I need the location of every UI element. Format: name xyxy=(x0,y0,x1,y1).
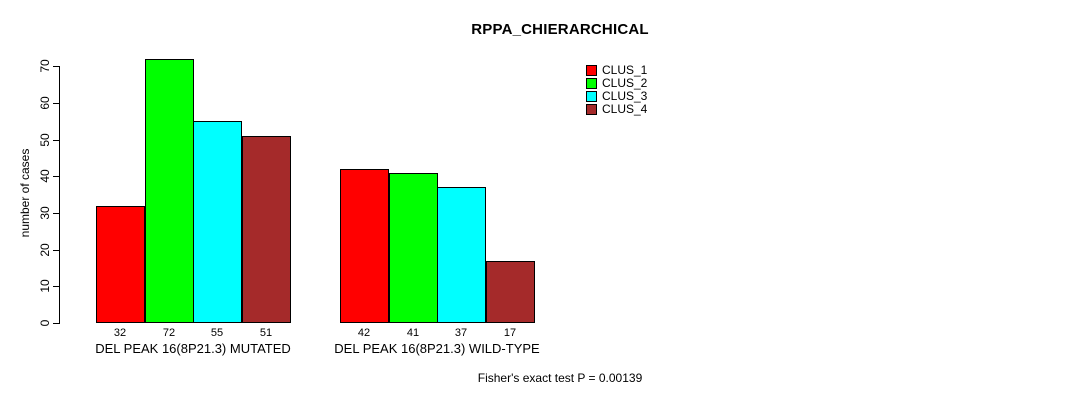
bar-value-label: 51 xyxy=(259,327,273,339)
legend-item: CLUS_2 xyxy=(586,77,647,90)
bar-clus_3-group1 xyxy=(193,121,242,323)
bar-value-label: 32 xyxy=(113,327,127,339)
bar-value-label: 17 xyxy=(503,327,517,339)
bar-clus_1-group2 xyxy=(340,169,389,323)
y-axis-tick-label: 30 xyxy=(38,206,52,220)
legend-item-label: CLUS_2 xyxy=(602,76,648,90)
y-axis-tick-label: 40 xyxy=(38,169,52,183)
legend: CLUS_1 CLUS_2 CLUS_3 CLUS_4 xyxy=(586,64,647,116)
y-axis-tick-label: 0 xyxy=(38,319,52,327)
legend-item: CLUS_1 xyxy=(586,64,647,77)
legend-item: CLUS_3 xyxy=(586,90,647,103)
y-axis-tick xyxy=(53,323,60,324)
bar-clus_4-group2 xyxy=(486,261,535,323)
chart-title: RPPA_CHIERARCHICAL xyxy=(471,21,649,38)
y-axis-tick xyxy=(53,250,60,251)
y-axis-tick-label: 60 xyxy=(38,96,52,110)
y-axis-tick xyxy=(53,140,60,141)
bar-value-label: 41 xyxy=(406,327,420,339)
bar-clus_2-group1 xyxy=(145,59,194,323)
legend-item-label: CLUS_1 xyxy=(602,63,648,77)
y-axis-line xyxy=(59,66,60,324)
legend-swatch xyxy=(586,65,597,76)
x-axis-group-label: DEL PEAK 16(8P21.3) WILD-TYPE xyxy=(334,341,540,356)
bar-value-label: 55 xyxy=(210,327,224,339)
x-axis-group-label: DEL PEAK 16(8P21.3) MUTATED xyxy=(95,341,291,356)
legend-swatch xyxy=(586,78,597,89)
y-axis-tick xyxy=(53,103,60,104)
legend-item-label: CLUS_4 xyxy=(602,102,648,116)
legend-item-label: CLUS_3 xyxy=(602,89,648,103)
bar-clus_2-group2 xyxy=(389,173,438,323)
footnote: Fisher's exact test P = 0.00139 xyxy=(477,371,643,385)
y-axis-title: number of cases xyxy=(18,148,32,238)
y-axis-tick-label: 20 xyxy=(38,243,52,257)
bar-value-label: 42 xyxy=(357,327,371,339)
y-axis-tick-label: 10 xyxy=(38,279,52,293)
bar-clus_1-group1 xyxy=(96,206,145,323)
legend-swatch xyxy=(586,104,597,115)
bar-value-label: 37 xyxy=(454,327,468,339)
y-axis-tick-label: 50 xyxy=(38,133,52,147)
y-axis-tick-label: 70 xyxy=(38,59,52,73)
legend-item: CLUS_4 xyxy=(586,103,647,116)
bar-value-label: 72 xyxy=(162,327,176,339)
bar-clus_3-group2 xyxy=(437,187,486,323)
y-axis-tick xyxy=(53,286,60,287)
y-axis-tick xyxy=(53,213,60,214)
y-axis-tick xyxy=(53,66,60,67)
y-axis-tick xyxy=(53,176,60,177)
legend-swatch xyxy=(586,91,597,102)
bar-clus_4-group1 xyxy=(242,136,291,323)
